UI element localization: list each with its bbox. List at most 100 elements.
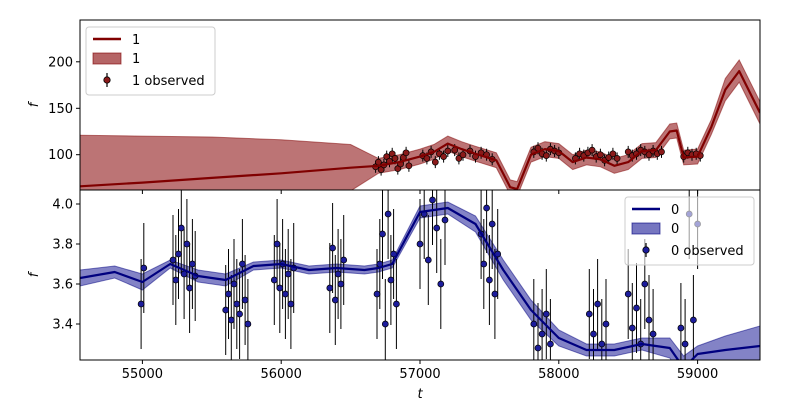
bottom-y-tick-label: 3.8 <box>52 238 73 253</box>
bottom-observed-point <box>690 316 697 324</box>
bottom-observed-point <box>416 240 424 248</box>
bottom-observed-point <box>381 320 389 328</box>
top-y-tick-label: 150 <box>48 102 73 117</box>
bottom-observed-point <box>140 264 148 272</box>
bottom-observed-point <box>677 324 685 332</box>
bottom-observed-point <box>270 276 278 284</box>
top-legend-band-swatch <box>92 52 122 65</box>
bottom-observed-point <box>379 230 386 238</box>
bottom-observed-point <box>542 310 550 318</box>
bottom-y-tick-label: 3.4 <box>52 318 73 333</box>
bottom-observed-point <box>241 296 249 304</box>
bottom-y-tick-label: 3.6 <box>52 278 73 293</box>
bottom-observed-point <box>287 300 295 308</box>
bottom-observed-point <box>172 276 180 284</box>
bottom-observed-point <box>273 240 281 248</box>
x-tick-label: 59000 <box>677 367 718 382</box>
top-axes: 100 150 200 <box>48 55 699 194</box>
bottom-observed-point <box>433 224 441 232</box>
bottom-observed-point <box>486 276 493 284</box>
top-panel: 100 150 200 f 1 1 1 observed <box>27 19 761 194</box>
bottom-legend-label-band: 0 <box>671 222 679 237</box>
top-y-tick-label: 200 <box>48 55 73 70</box>
bottom-observed-point <box>424 256 432 264</box>
bottom-observed-point <box>227 316 235 324</box>
bottom-observed-point <box>183 240 191 248</box>
bottom-observed-point <box>602 320 610 328</box>
bottom-observed-point <box>230 280 238 288</box>
x-tick-label: 55000 <box>122 367 163 382</box>
bottom-observed-point <box>276 284 284 292</box>
bottom-legend-box <box>624 196 755 266</box>
bottom-axes-frame <box>79 189 761 361</box>
bottom-observed-point <box>236 310 243 318</box>
bottom-observed-point <box>590 330 597 338</box>
bottom-legend-label-observed: 0 observed <box>671 244 744 259</box>
bottom-observed-point <box>239 260 246 268</box>
bottom-observed-point <box>329 244 336 252</box>
bottom-observed-point <box>282 290 289 298</box>
bottom-observed-point <box>340 256 348 264</box>
top-observed-point <box>597 151 604 159</box>
bottom-observed-point <box>331 296 339 304</box>
bottom-observed-point <box>337 280 345 288</box>
top-observed-point <box>431 158 439 166</box>
top-observed-point <box>444 147 452 155</box>
top-legend-label-band: 1 <box>132 52 140 67</box>
top-plot-area <box>80 58 760 190</box>
x-tick-label: 56000 <box>261 367 302 382</box>
bottom-observed-point <box>480 260 488 268</box>
top-observed-point <box>658 148 665 156</box>
top-observed-point <box>402 149 410 157</box>
bottom-observed-point <box>177 224 185 232</box>
bottom-legend-band-swatch <box>631 222 661 235</box>
bottom-observed-point <box>233 300 241 308</box>
top-observed-point <box>605 154 613 161</box>
bottom-observed-point <box>483 204 490 212</box>
top-observed-point <box>391 155 399 162</box>
top-observed-point <box>624 148 632 156</box>
bottom-observed-point <box>373 290 381 298</box>
bottom-observed-point <box>334 270 342 278</box>
bottom-uncertainty-band <box>80 201 760 360</box>
top-observed-point <box>375 158 382 166</box>
bottom-observed-point <box>393 300 400 308</box>
bottom-observed-point <box>681 340 689 348</box>
bottom-observed-point <box>534 344 542 352</box>
bottom-legend: 0 0 0 observed <box>624 196 755 266</box>
x-tick-label: 57000 <box>399 367 440 382</box>
bottom-legend-label-line: 0 <box>671 203 679 218</box>
bottom-axes: 3.4 3.6 3.8 4.0 55000 56000 57000 58000 59000 <box>52 198 718 383</box>
top-legend-box <box>85 26 216 96</box>
top-observed-point <box>440 153 447 160</box>
bottom-observed-point <box>641 280 649 288</box>
bottom-observed-point <box>645 316 653 324</box>
bottom-observed-point <box>169 256 177 264</box>
bottom-observed-point <box>585 310 593 318</box>
bottom-observed-point <box>384 210 392 218</box>
top-observed-point <box>455 155 463 162</box>
bottom-observed-point <box>387 276 395 284</box>
top-legend-label-line: 1 <box>132 33 140 48</box>
bottom-observed-point <box>284 270 292 278</box>
bottom-observed-point <box>244 320 252 328</box>
bottom-observed-point <box>225 290 232 298</box>
bottom-observed-point <box>175 250 182 258</box>
top-observed-point <box>645 151 653 159</box>
top-legend-point-swatch <box>103 76 111 84</box>
bottom-y-axis-label: f <box>27 270 42 277</box>
top-observed-point <box>423 155 431 162</box>
top-observed-point <box>542 152 550 159</box>
bottom-observed-point <box>649 330 657 338</box>
bottom-model-line <box>80 206 760 360</box>
top-observed-point <box>405 162 413 170</box>
x-axis-label: t <box>417 387 423 400</box>
bottom-observed-point <box>186 284 193 292</box>
bottom-observed-point <box>429 196 436 204</box>
top-legend: 1 1 1 observed <box>85 26 216 96</box>
bottom-observed-point <box>491 290 499 298</box>
top-model-line <box>80 69 760 190</box>
bottom-observed-point <box>137 300 145 308</box>
